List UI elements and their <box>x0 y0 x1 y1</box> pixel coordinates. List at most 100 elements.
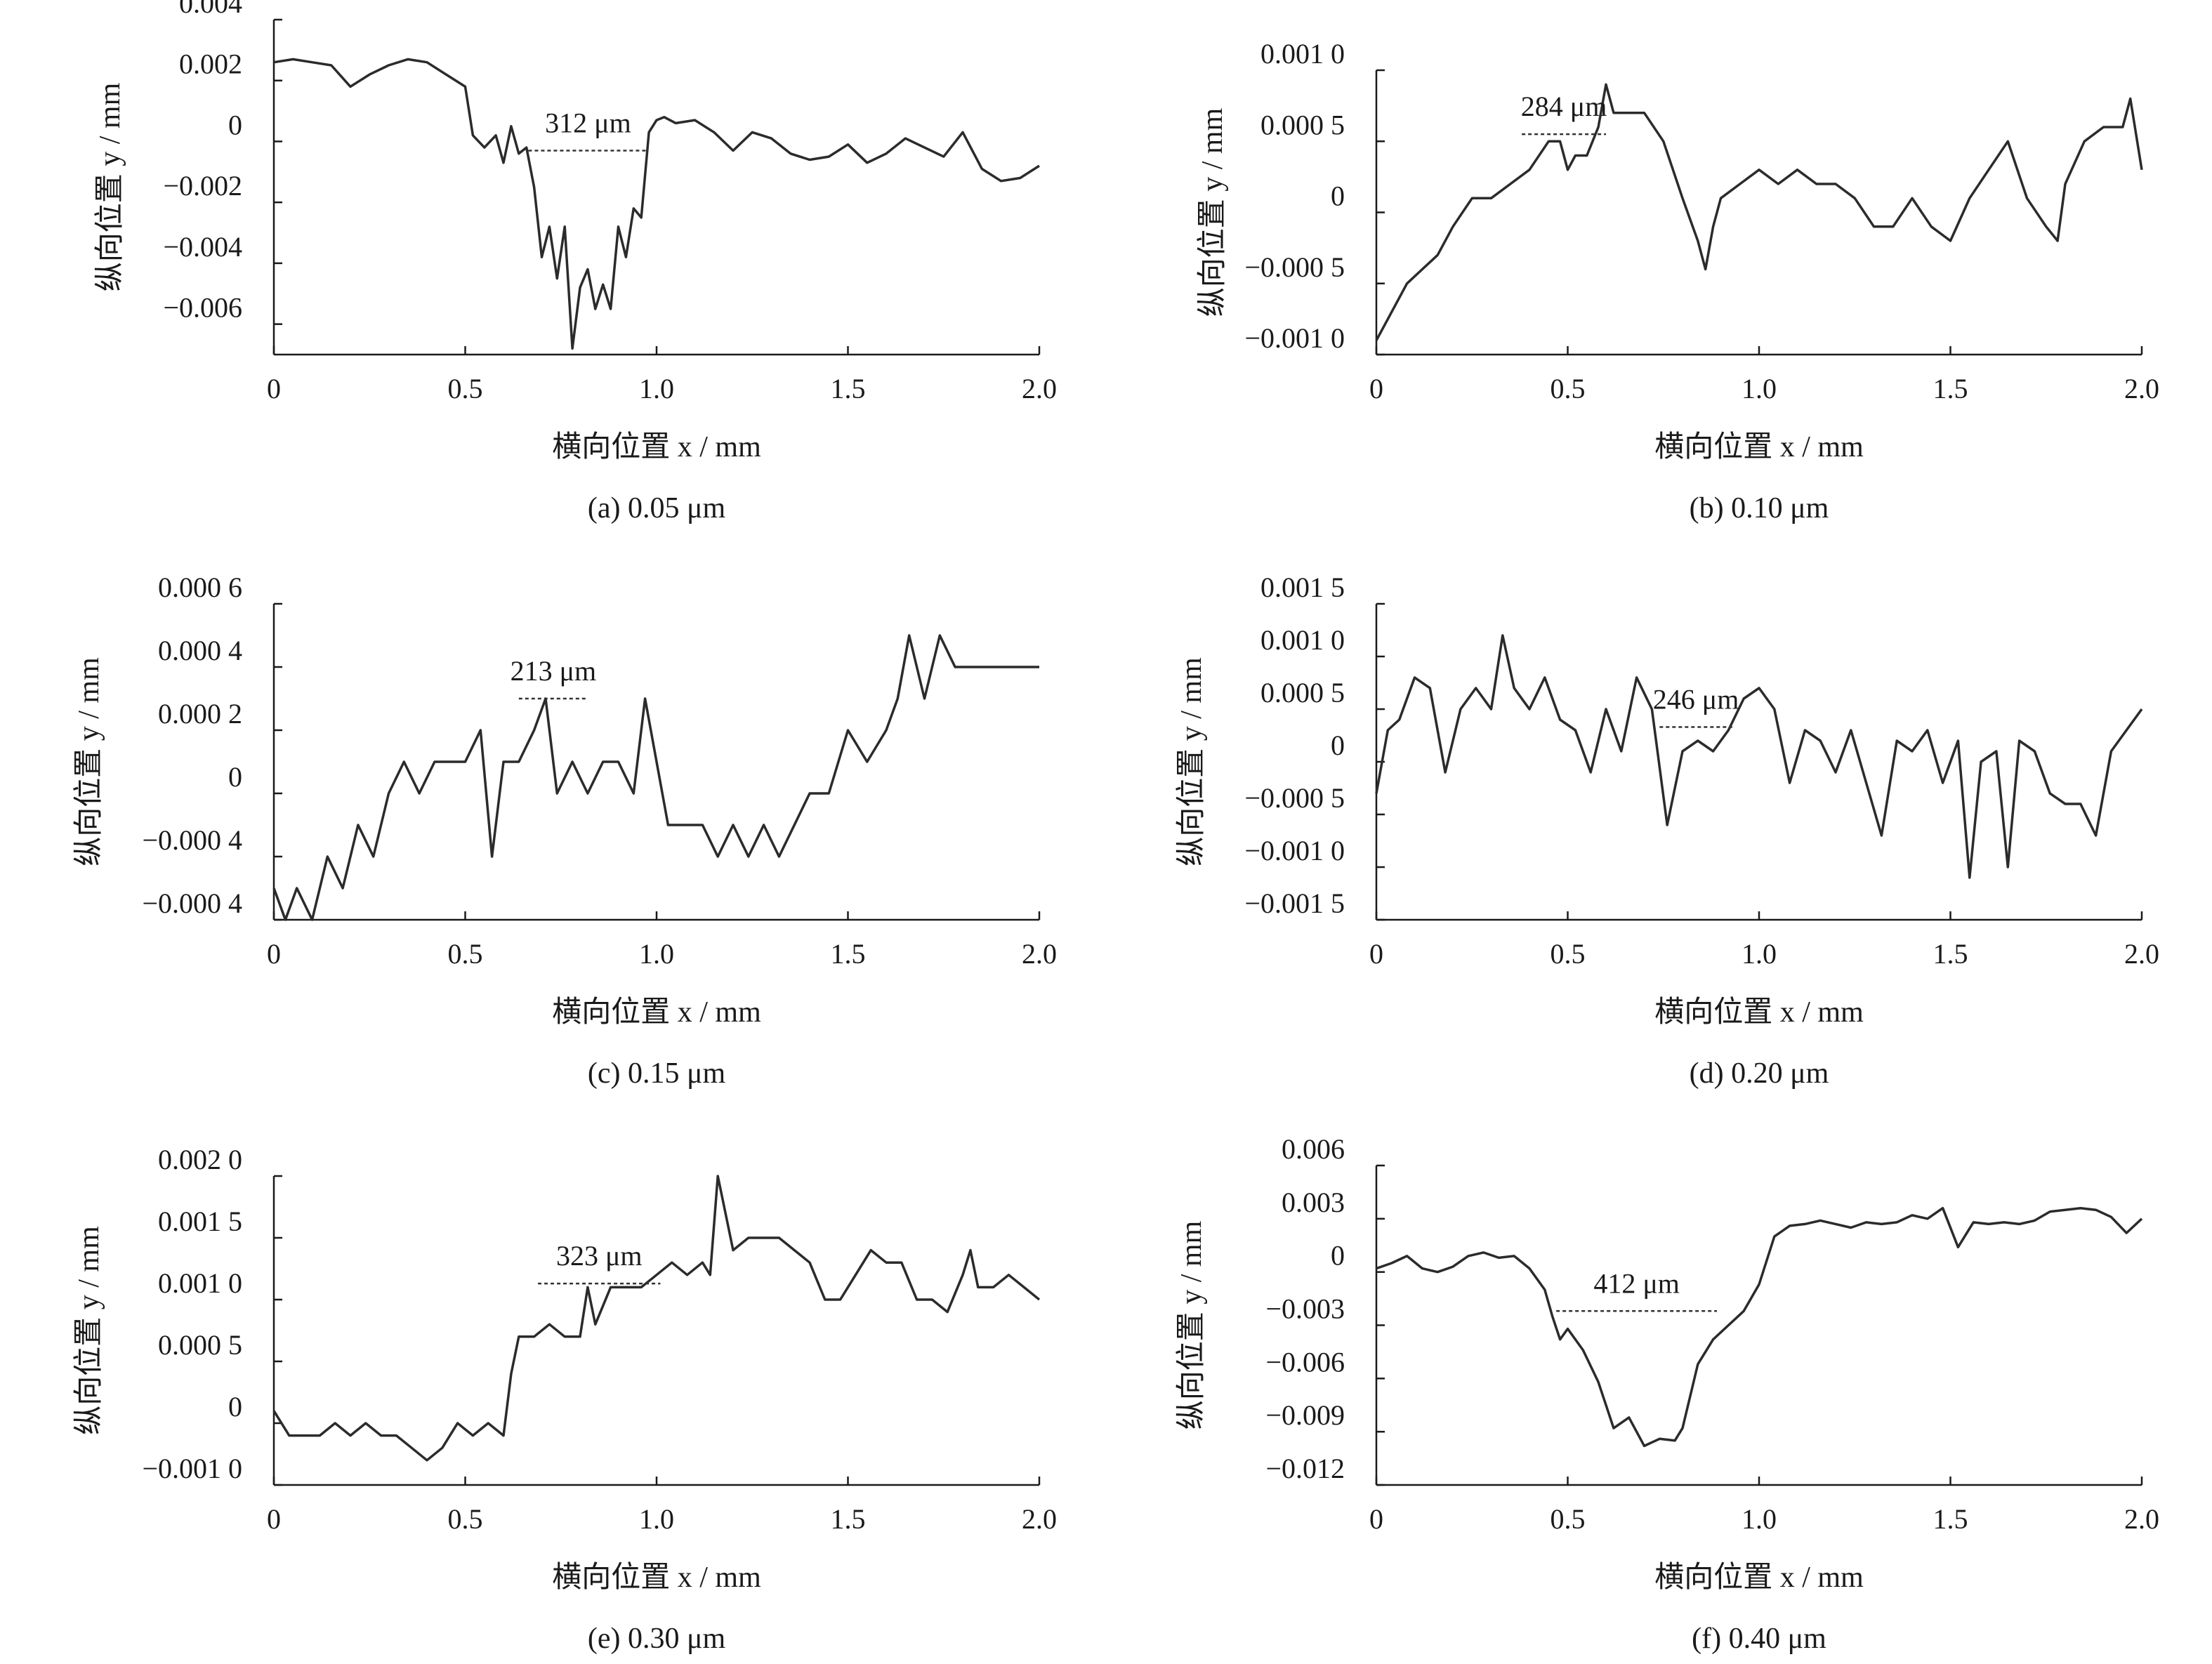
chart-caption: (f) 0.40 μm <box>1692 1623 1826 1655</box>
x-tick-label: 2.0 <box>2124 1503 2159 1535</box>
chart-caption: (c) 0.15 μm <box>588 1057 726 1090</box>
chart-caption: (e) 0.30 μm <box>588 1623 726 1655</box>
chart-caption: (a) 0.05 μm <box>588 492 726 524</box>
x-tick-label: 0.5 <box>448 373 483 404</box>
y-axis-label: 纵向位置 y / mm <box>93 82 126 291</box>
x-axis-label: 横向位置 x / mm <box>1654 430 1864 463</box>
x-tick-label: 0 <box>267 938 281 970</box>
x-axis-label: 横向位置 x / mm <box>552 996 761 1029</box>
y-tick-label: 0 <box>1331 729 1345 761</box>
y-tick-label: −0.009 <box>1265 1399 1345 1431</box>
x-tick-label: 1.5 <box>831 938 866 970</box>
y-tick-label: −0.004 <box>163 231 242 263</box>
x-tick-label: 0 <box>1369 1503 1383 1535</box>
chart-panel-d: 0 0.5 1.0 1.5 2.0 0.001 5 0.001 0 0.000 5 0 −0.00… <box>1175 572 2159 1090</box>
y-tick-label: 0.003 <box>1282 1187 1345 1218</box>
x-tick-label: 0.5 <box>1551 938 1586 970</box>
x-tick-label: 1.0 <box>1742 938 1777 970</box>
y-tick-label: −0.001 5 <box>1244 887 1345 919</box>
x-axis-label: 横向位置 x / mm <box>1654 1561 1864 1594</box>
x-tick-label: 0 <box>267 1503 281 1535</box>
x-axis-label: 横向位置 x / mm <box>552 430 761 463</box>
chart-caption: (d) 0.20 μm <box>1690 1057 1829 1090</box>
x-tick-label: 2.0 <box>1022 1503 1057 1535</box>
x-tick-label: 1.5 <box>831 1503 866 1535</box>
y-tick-label: 0.001 5 <box>158 1206 242 1237</box>
x-tick-label: 0 <box>1369 938 1383 970</box>
y-tick-label: 0 <box>1331 180 1345 212</box>
x-tick-label: 1.0 <box>639 938 674 970</box>
width-annotation-label: 312 μm <box>545 107 631 138</box>
y-tick-label: 0.000 5 <box>1260 677 1345 708</box>
width-annotation-label: 213 μm <box>511 655 597 687</box>
chart-panel-e: 0 0.5 1.0 1.5 2.0 0.002 0 0.001 5 0.001 0 0.000 … <box>72 1144 1057 1655</box>
y-axis-label: 纵向位置 y / mm <box>72 657 105 866</box>
y-tick-label: 0.002 0 <box>158 1144 242 1175</box>
chart-panel-a: 0 0.5 1.0 1.5 2.0 0.004 0.002 0 −0.002 −0.004 −0.0… <box>93 0 1057 524</box>
x-tick-label: 0.5 <box>1551 1503 1586 1535</box>
y-tick-label: 0.004 <box>179 0 242 19</box>
y-tick-label: 0.000 6 <box>158 572 242 603</box>
chart-panel-b: 0 0.5 1.0 1.5 2.0 0.001 0 0.000 5 0 −0.000 5 −0.0… <box>1196 38 2159 524</box>
y-tick-label: 0.006 <box>1282 1133 1345 1165</box>
y-tick-label: −0.012 <box>1265 1453 1345 1484</box>
y-tick-label: 0 <box>228 761 242 793</box>
y-axis-label: 纵向位置 y / mm <box>1175 1220 1208 1429</box>
y-tick-label: −0.001 0 <box>142 1453 242 1484</box>
x-tick-label: 1.0 <box>1742 373 1777 404</box>
x-tick-label: 1.5 <box>1933 373 1968 404</box>
x-tick-label: 0.5 <box>448 938 483 970</box>
y-tick-label: 0 <box>228 109 242 140</box>
x-tick-label: 1.0 <box>1742 1503 1777 1535</box>
y-tick-label: 0.000 2 <box>158 698 242 729</box>
x-axis-label: 横向位置 x / mm <box>552 1561 761 1594</box>
y-tick-label: 0.001 0 <box>1260 624 1345 656</box>
x-tick-label: 2.0 <box>1022 373 1057 404</box>
y-axis-label: 纵向位置 y / mm <box>1175 657 1208 866</box>
y-tick-label: 0.001 0 <box>1260 38 1345 70</box>
y-tick-label: 0 <box>228 1391 242 1422</box>
y-tick-label: −0.006 <box>163 292 242 324</box>
x-tick-label: 1.5 <box>831 373 866 404</box>
x-tick-label: 2.0 <box>1022 938 1057 970</box>
y-tick-label: 0.001 0 <box>158 1267 242 1299</box>
width-annotation-label: 246 μm <box>1653 684 1739 715</box>
x-tick-label: 1.5 <box>1933 938 1968 970</box>
profile-series-line <box>272 1175 1041 1462</box>
x-tick-label: 0 <box>1369 373 1383 404</box>
y-tick-label: −0.002 <box>163 170 242 202</box>
y-tick-label: −0.000 5 <box>1244 251 1345 283</box>
x-axis-label: 横向位置 x / mm <box>1654 996 1864 1029</box>
x-tick-label: 0 <box>267 373 281 404</box>
profile-series-line <box>1375 83 2143 341</box>
y-tick-label: −0.001 0 <box>1244 322 1345 354</box>
x-tick-label: 0.5 <box>448 1503 483 1535</box>
x-tick-label: 2.0 <box>2124 938 2159 970</box>
y-tick-label: −0.000 4 <box>142 887 242 919</box>
y-tick-label: 0.001 5 <box>1260 572 1345 603</box>
x-tick-label: 1.0 <box>639 373 674 404</box>
profile-series-line <box>272 634 1039 921</box>
y-tick-label: 0.000 5 <box>1260 109 1345 140</box>
x-tick-label: 1.0 <box>639 1503 674 1535</box>
y-tick-label: 0 <box>1331 1240 1345 1272</box>
width-annotation-label: 284 μm <box>1521 91 1607 122</box>
y-tick-label: 0.000 4 <box>158 635 242 666</box>
y-tick-label: −0.006 <box>1265 1346 1345 1378</box>
x-tick-label: 2.0 <box>2124 373 2159 404</box>
y-tick-label: −0.000 4 <box>142 824 242 856</box>
y-tick-label: 0.000 5 <box>158 1329 242 1361</box>
profile-series-line <box>1376 1206 2143 1448</box>
profile-series-line <box>273 58 1040 350</box>
y-tick-label: −0.001 0 <box>1244 835 1345 866</box>
x-tick-label: 0.5 <box>1551 373 1586 404</box>
chart-panel-f: 0 0.5 1.0 1.5 2.0 0.006 0.003 0 −0.003 −0.006 −0.0… <box>1175 1133 2159 1655</box>
y-tick-label: −0.003 <box>1265 1293 1345 1325</box>
y-axis-label: 纵向位置 y / mm <box>72 1226 105 1435</box>
y-tick-label: 0.002 <box>179 48 242 80</box>
width-annotation-label: 323 μm <box>556 1240 643 1272</box>
chart-panel-c: 0 0.5 1.0 1.5 2.0 0.000 6 0.000 4 0.000 2 0 −0.00… <box>72 572 1057 1090</box>
x-tick-label: 1.5 <box>1933 1503 1968 1535</box>
y-axis-label: 纵向位置 y / mm <box>1196 107 1229 317</box>
